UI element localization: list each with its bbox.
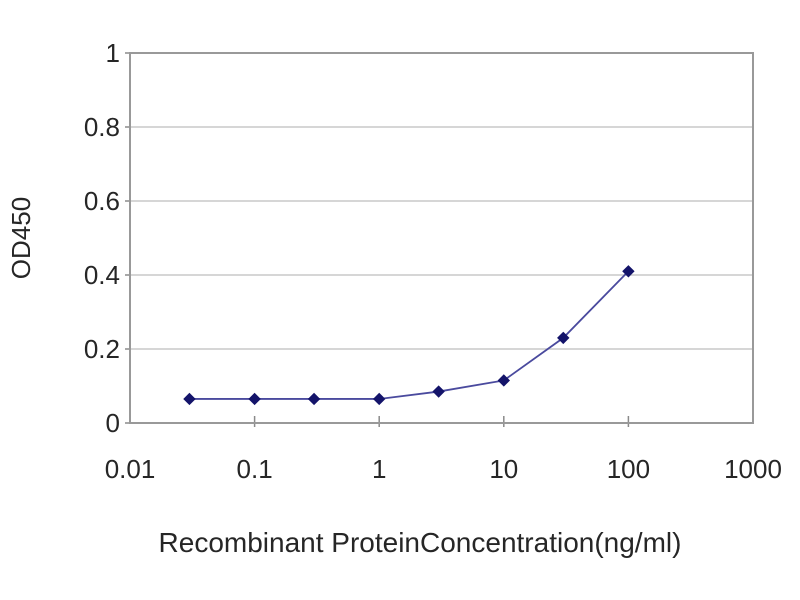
- y-tick-label: 0.4: [84, 260, 120, 290]
- x-tick-label: 100: [607, 454, 650, 484]
- series-polyline: [189, 270, 630, 400]
- x-tick-label: 1000: [724, 454, 782, 484]
- y-axis-title: OD450: [6, 197, 36, 279]
- data-point: [622, 265, 635, 278]
- data-point: [307, 392, 321, 406]
- y-tick-labels: 0 0.2 0.4 0.6 0.8 1: [84, 38, 120, 438]
- y-tick-label: 1: [106, 38, 120, 68]
- data-point: [557, 331, 570, 345]
- data-point: [372, 392, 386, 406]
- y-tick-label: 0.8: [84, 112, 120, 142]
- x-tick-label: 1: [372, 454, 386, 484]
- y-tick-label: 0.2: [84, 334, 120, 364]
- y-tick-label: 0: [106, 408, 120, 438]
- x-tick-label: 0.1: [237, 454, 273, 484]
- x-tick-labels: 0.01 0.1 1 10 100 1000: [105, 454, 782, 484]
- y-gridlines: [130, 126, 753, 350]
- series-line: [189, 270, 630, 400]
- x-tick-label: 0.01: [105, 454, 156, 484]
- plot-frame: [129, 52, 754, 424]
- series-markers: [183, 265, 635, 406]
- data-point: [432, 385, 445, 398]
- y-tick-label: 0.6: [84, 186, 120, 216]
- x-axis-title: Recombinant ProteinConcentration(ng/ml): [159, 527, 682, 558]
- data-point: [497, 374, 511, 387]
- x-tick-label: 10: [489, 454, 518, 484]
- axis-ticks: [125, 52, 630, 427]
- data-point: [183, 392, 196, 406]
- data-point: [248, 392, 261, 406]
